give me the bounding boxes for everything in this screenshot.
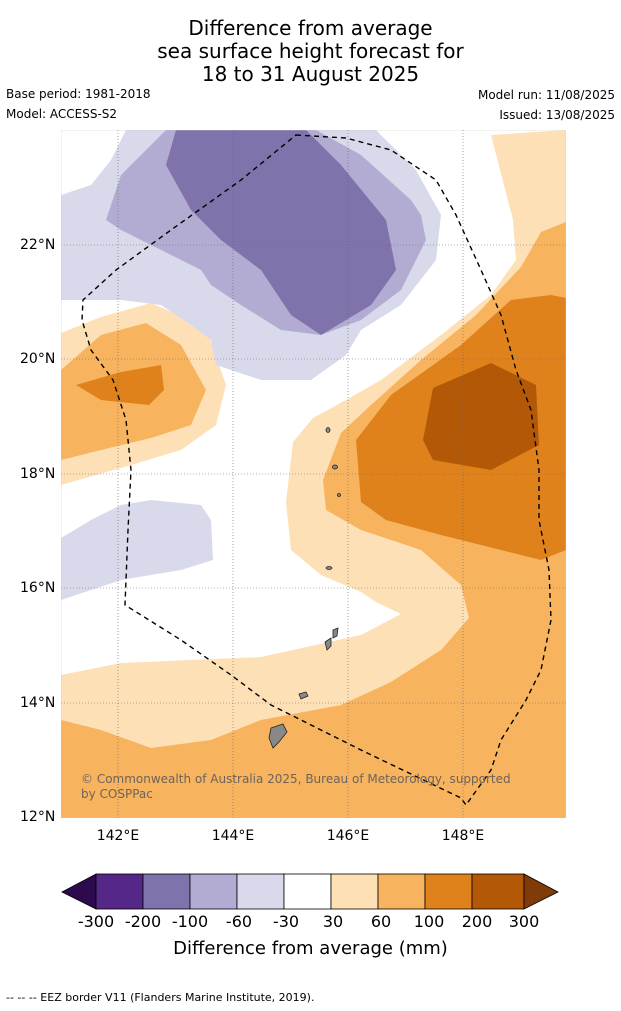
contour-100-200-west — [76, 365, 164, 405]
islands — [268, 427, 341, 749]
model-text: Model: ACCESS-S2 — [6, 107, 118, 121]
colorbar-label: -100 — [171, 912, 209, 931]
eez-legend-note: -- -- -- EEZ border V11 (Flanders Marine… — [6, 991, 315, 1004]
lat-label-14n: 14°N — [20, 695, 56, 711]
colorbar-label: 100 — [413, 912, 445, 931]
contour-200-300 — [423, 363, 539, 470]
colorbar-label: -300 — [77, 912, 115, 931]
colorbar-label: 300 — [508, 912, 540, 931]
colorbar-label: 30 — [322, 912, 344, 931]
graticule — [61, 130, 566, 818]
map-title-line2: sea surface height forecast for — [157, 39, 464, 63]
sea-surface-height-map — [60, 129, 567, 819]
issued-text: Issued: 13/08/2025 — [499, 108, 615, 122]
agrihan-island — [332, 464, 338, 470]
colorbar-label: -200 — [124, 912, 162, 931]
lat-label-18n: 18°N — [20, 466, 56, 482]
tinian-island — [324, 637, 332, 651]
colorbar-label: 200 — [461, 912, 493, 931]
colorbar-label: -30 — [272, 912, 300, 931]
saipan-island — [332, 627, 339, 639]
rota-island — [298, 691, 309, 700]
lat-label-20n: 20°N — [20, 351, 56, 367]
colorbar-title: Difference from average (mm) — [173, 938, 448, 959]
pagan-island — [325, 427, 331, 433]
lon-label-144e: 144°E — [211, 828, 255, 844]
lon-label-148e: 148°E — [441, 828, 485, 844]
copyright-text: © Commonwealth of Australia 2025, Bureau… — [81, 772, 511, 801]
base-period-text: Base period: 1981-2018 — [6, 87, 151, 101]
colorbar-label: 60 — [370, 912, 392, 931]
colorbar-min-extend — [61, 873, 97, 910]
lat-label-22n: 22°N — [20, 237, 56, 253]
colorbar — [61, 873, 559, 910]
lat-label-16n: 16°N — [20, 580, 56, 596]
lon-label-142e: 142°E — [96, 828, 140, 844]
map-title-line1: Difference from average — [188, 16, 433, 40]
map-title-line3: 18 to 31 August 2025 — [201, 62, 420, 86]
contour-neg-30-south — [61, 500, 213, 600]
colorbar-label: -60 — [225, 912, 253, 931]
contour-neg-100 — [166, 130, 396, 335]
guam-island — [268, 723, 288, 749]
lon-label-146e: 146°E — [326, 828, 370, 844]
colorbar-max-extend — [523, 873, 559, 910]
lat-label-12n: 12°N — [20, 809, 56, 825]
anatahan-island — [325, 566, 333, 570]
model-run-text: Model run: 11/08/2025 — [477, 88, 615, 102]
map-panel — [60, 129, 567, 819]
